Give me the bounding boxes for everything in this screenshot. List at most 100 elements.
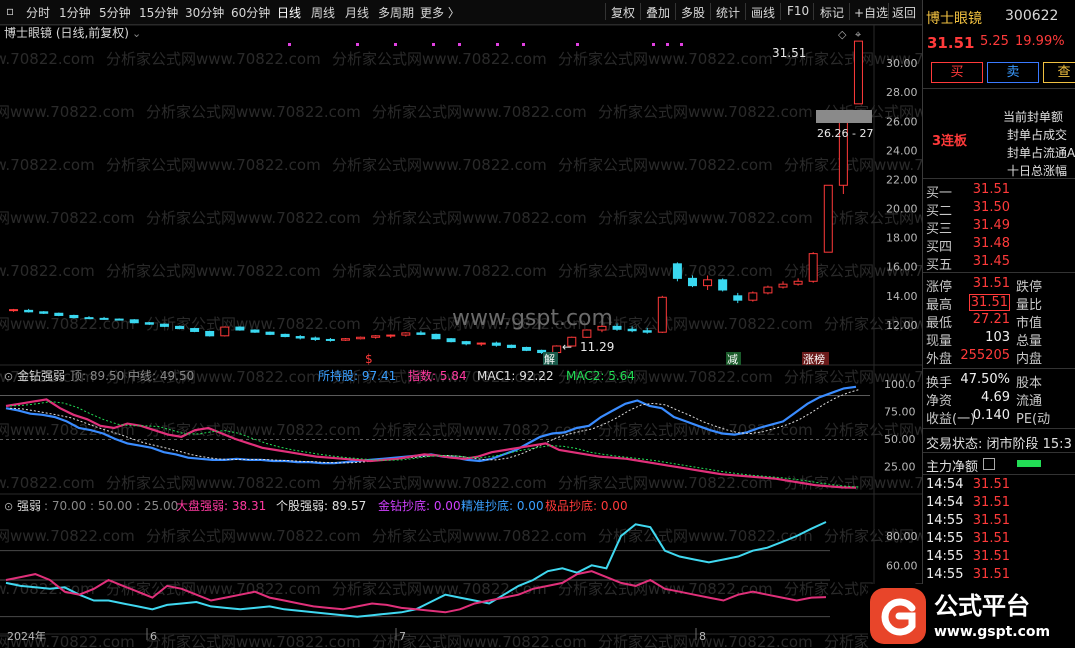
bid-price: 31.50	[972, 200, 1010, 215]
tab-weekly[interactable]: 周线	[311, 6, 336, 20]
signal-dot	[356, 43, 359, 46]
tab-fenshi[interactable]: 分时	[26, 6, 51, 20]
stat-value: 255205	[960, 348, 1010, 363]
watermark-text: 分析家公式网www.70822.com	[598, 209, 813, 227]
stat-label: 外盘	[926, 352, 953, 367]
watermark-text: 分析家公式网www.70822.com	[558, 50, 773, 68]
ind1-axis-label: 50.00	[884, 433, 916, 446]
candle-body	[280, 333, 290, 338]
add-watchlist-button[interactable]: +自选	[854, 6, 889, 20]
fundamental-label-2: 股本	[1016, 376, 1043, 391]
candle-body	[537, 349, 547, 354]
bid-row: 买五 31.45	[923, 254, 1075, 273]
tab-5min[interactable]: 5分钟	[99, 6, 131, 20]
tab-monthly[interactable]: 月线	[345, 6, 370, 20]
query-button[interactable]: 查	[1043, 62, 1075, 83]
gspt-logo: 公式平台 www.gspt.com	[868, 584, 1075, 648]
ind2-series-1	[5, 570, 827, 614]
watermark-text: 分析家公式网www.70822.com	[372, 209, 587, 227]
tab-daily[interactable]: 日线	[277, 6, 302, 20]
ind1-name[interactable]: 金钻强弱	[17, 368, 65, 383]
bid-price: 31.45	[972, 254, 1010, 269]
stat-label-2: 市值	[1016, 316, 1043, 331]
tab-60min[interactable]: 60分钟	[231, 6, 271, 20]
ind2-legend-jingzhun: 精准抄底: 0.00	[461, 498, 544, 513]
tick-row: 14:55 31.51	[923, 567, 1075, 585]
watermark-text: 分析家公式网www.70822.com	[0, 156, 95, 174]
candle-body	[853, 40, 863, 105]
watermark-text: 分析家公式网www.70822.com	[0, 633, 135, 648]
marker-dollar: $	[365, 352, 373, 366]
draw-button[interactable]: 画线	[751, 6, 776, 20]
candlestick-series	[9, 40, 863, 354]
chart-title-dropdown-icon[interactable]: ⌄	[132, 27, 141, 40]
candle-body	[416, 332, 426, 335]
price-tick-label: 20.00	[886, 203, 918, 216]
fuquan-button[interactable]: 复权	[611, 6, 636, 20]
pin-icon[interactable]: ⌖	[855, 28, 861, 41]
watermark-text: 分析家公式网www.70822.com	[824, 527, 922, 545]
tick-price: 31.51	[972, 513, 1010, 528]
main-flow-label: 主力净额	[926, 460, 979, 475]
ind1-settings-icon[interactable]: ⊙	[4, 370, 13, 383]
signal-dot	[394, 43, 397, 46]
trade-status: 交易状态: 闭市阶段 15:3	[926, 437, 1072, 452]
candle-body	[687, 277, 697, 287]
watermark-text: 分析家公式网www.70822.com	[106, 474, 321, 492]
tab-30min[interactable]: 30分钟	[185, 6, 225, 20]
candle-body	[431, 333, 441, 340]
collapse-icon[interactable]: ▫	[6, 4, 15, 18]
tab-more[interactable]: 更多 〉	[420, 6, 460, 20]
stat-value: 31.51	[968, 294, 1010, 311]
ind2-axis-label: 80.00	[886, 530, 918, 543]
candle-body	[356, 336, 366, 340]
candle-body	[295, 336, 305, 339]
sell-button[interactable]: 卖	[987, 62, 1039, 83]
fundamental-label-2: PE(动	[1016, 412, 1051, 427]
tick-time: 14:55	[926, 531, 964, 546]
mark-button[interactable]: 标记	[820, 6, 845, 20]
watermark-text: 分析家公式网www.70822.com	[784, 474, 922, 492]
watermark-text: 分析家公式网www.70822.com	[146, 633, 361, 648]
ind1-params: 顶: 89.50 中线: 49.50	[70, 368, 194, 383]
overlay-button[interactable]: 叠加	[646, 6, 671, 20]
stat-label: 现量	[926, 334, 953, 349]
tab-1min[interactable]: 1分钟	[59, 6, 91, 20]
fundamental-value: 0.140	[972, 408, 1010, 423]
tick-time: 14:54	[926, 495, 964, 510]
time-tick-label: 6	[150, 630, 157, 643]
watermark-text: 分析家公式网www.70822.com	[598, 103, 813, 121]
ind1-legend-mac2: MAC2: 5.64	[566, 369, 635, 383]
tab-15min[interactable]: 15分钟	[139, 6, 179, 20]
multi-stock-button[interactable]: 多股	[681, 6, 706, 20]
watermark-text: 分析家公式网www.70822.com	[372, 633, 587, 648]
watermark-text: 分析家公式网www.70822.com	[0, 368, 95, 386]
ind2-axis-label: 60.00	[886, 559, 918, 572]
tab-multi-period[interactable]: 多周期	[378, 6, 415, 20]
watermark-text: 分析家公式网www.70822.com	[372, 527, 587, 545]
bid-price: 31.51	[972, 182, 1010, 197]
back-button[interactable]: 返回	[892, 6, 917, 20]
ind2-legend-jipin: 极品抄底: 0.00	[545, 498, 628, 513]
candle-body	[9, 309, 19, 312]
watermark-text: 分析家公式网www.70822.com	[598, 421, 813, 439]
seal-float-label: 封单占流通A	[1007, 146, 1075, 160]
fundamental-label: 净资	[926, 394, 953, 409]
time-tick-label: 8	[699, 630, 706, 643]
bid-label: 买四	[926, 240, 953, 255]
list-icon[interactable]	[983, 458, 995, 470]
price-tick-label: 18.00	[886, 232, 918, 245]
ind2-settings-icon[interactable]: ⊙	[4, 500, 13, 513]
candle-body	[235, 326, 245, 331]
candle-body	[159, 323, 169, 327]
kline-chart[interactable]: 分析家公式网www.70822.com 分析家公式网www.70822.com 分析…	[0, 24, 922, 648]
f10-button[interactable]: F10	[787, 4, 810, 18]
price-tick-label: 22.00	[886, 173, 918, 186]
diamond-icon[interactable]: ◇	[838, 28, 847, 41]
signal-dot	[522, 43, 525, 46]
ind2-name[interactable]: 强弱	[17, 499, 41, 513]
buy-button[interactable]: 买	[931, 62, 983, 83]
candle-body	[718, 279, 728, 291]
stats-button[interactable]: 统计	[716, 6, 741, 20]
site-watermark: www.gspt.com	[452, 306, 613, 331]
